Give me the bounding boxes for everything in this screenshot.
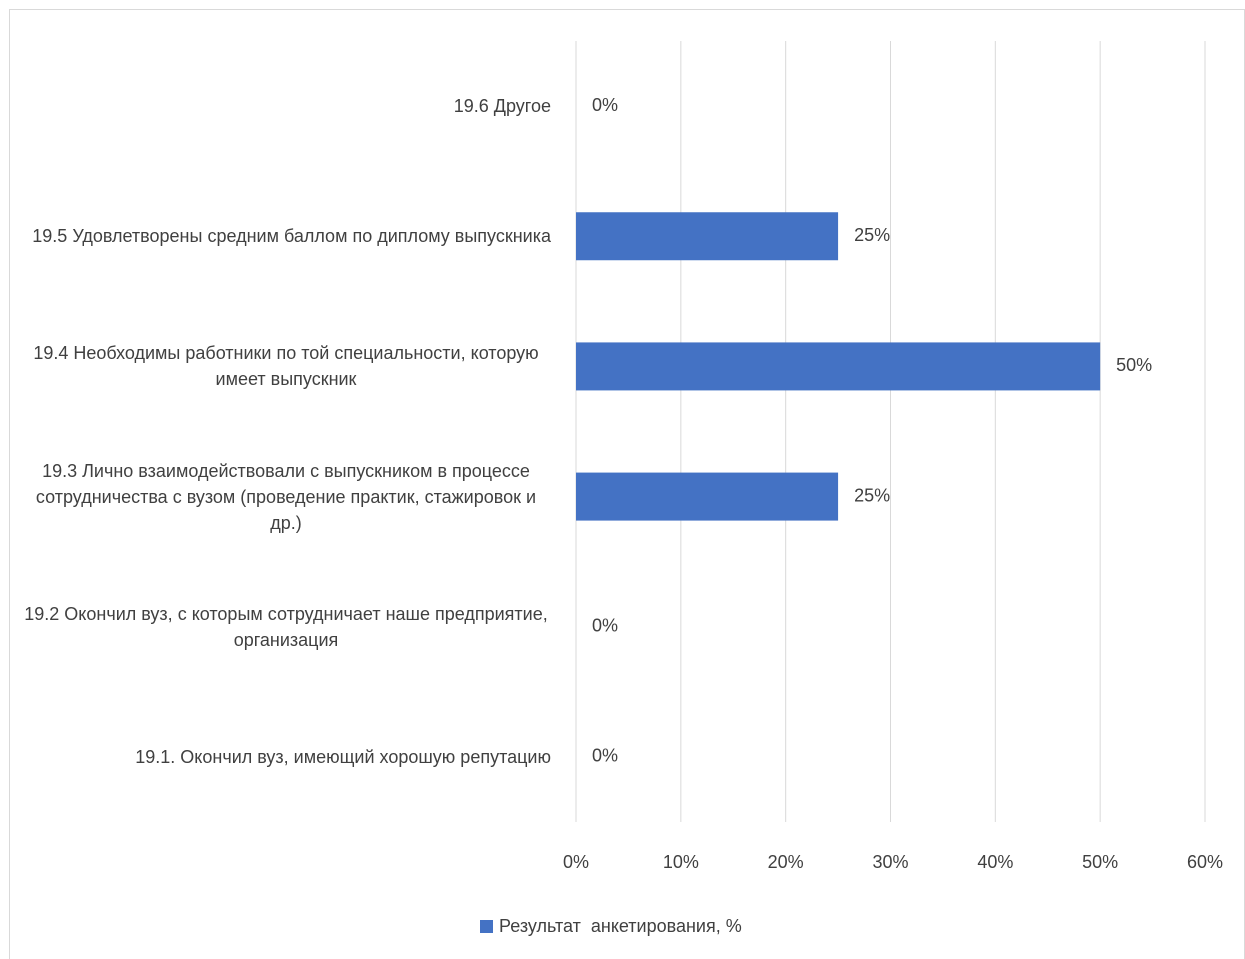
bar [576,472,839,521]
category-label-box: 19.1. Окончил вуз, имеющий хорошую репут… [21,744,551,770]
category-label-box: 19.4 Необходимы работники по той специал… [21,340,551,392]
x-tick-label: 30% [872,852,908,872]
legend-label: Результат анкетирования, % [499,916,742,936]
bar [576,342,1101,391]
category-label-box: 19.6 Другое [21,93,551,119]
x-tick-label: 50% [1082,852,1118,872]
x-tick-label: 20% [768,852,804,872]
category-label-box: 19.3 Лично взаимодействовали с выпускник… [21,458,551,536]
x-tick-label: 40% [977,852,1013,872]
value-label: 25% [854,225,890,245]
bar [576,212,839,261]
category-label-box: 19.2 Окончил вуз, с которым сотрудничает… [21,601,551,653]
x-tick-label: 60% [1187,852,1223,872]
x-tick-label: 10% [663,852,699,872]
y-tick-label: 19.6 Другое [453,96,551,117]
x-tick-label: 0% [563,852,589,872]
value-label: 0% [592,95,618,115]
legend-swatch [480,920,493,933]
category-label-box: 19.5 Удовлетворены средним баллом по дип… [21,223,551,249]
y-tick-label: 19.3 Лично взаимодействовали с выпускник… [35,460,537,533]
value-label: 25% [854,485,890,505]
y-tick-label: 19.5 Удовлетворены средним баллом по дип… [32,226,551,247]
value-label: 0% [592,616,618,636]
y-tick-label: 19.4 Необходимы работники по той специал… [33,343,539,390]
value-label: 50% [1116,355,1152,375]
value-label: 0% [592,746,618,766]
y-tick-label: 19.2 Окончил вуз, с которым сотрудничает… [24,603,548,650]
y-tick-label: 19.1. Окончил вуз, имеющий хорошую репут… [135,746,551,767]
